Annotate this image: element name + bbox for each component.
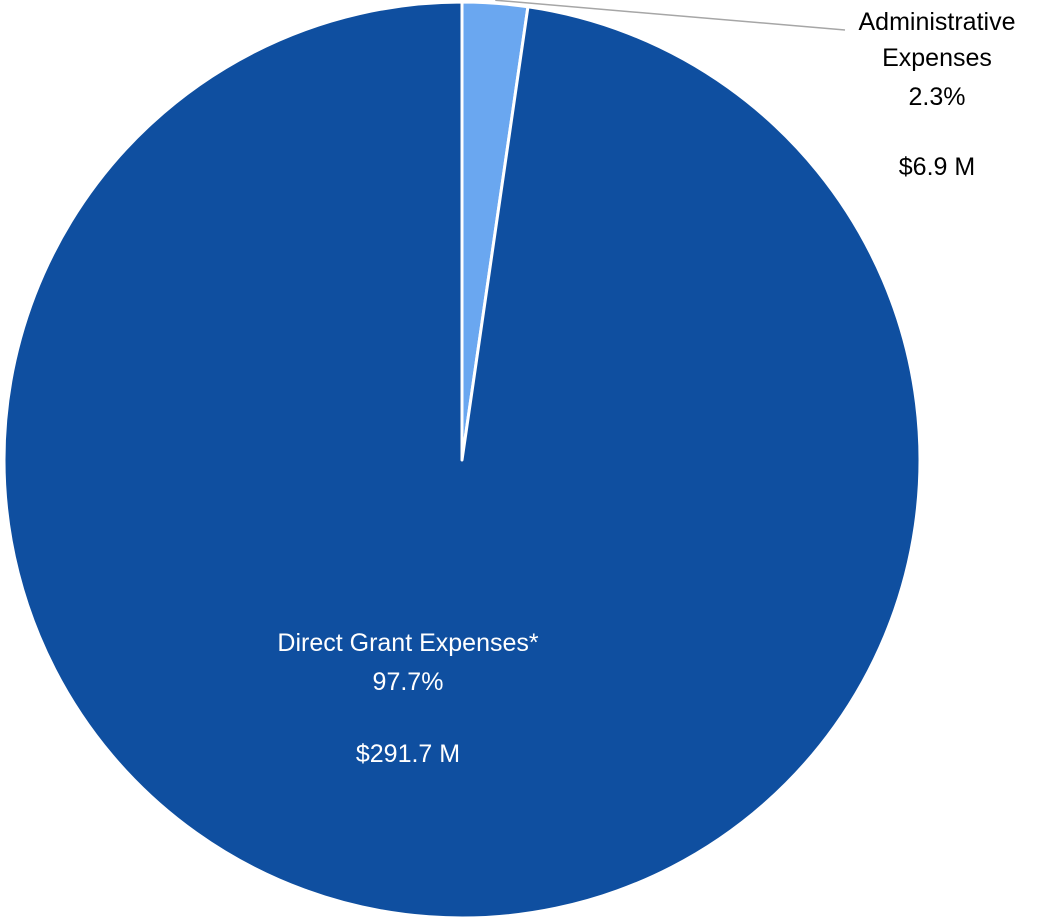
label-administrative-expenses-name-line-2: Expenses — [882, 44, 992, 72]
pie-slices — [2, 0, 922, 919]
label-administrative-expenses-percent: 2.3% — [909, 83, 966, 111]
label-direct-grant-expenses-amount: $291.7 M — [356, 740, 460, 768]
label-administrative-expenses-name-line-1: Administrative — [859, 8, 1016, 36]
pie-slice-direct-grant-expenses — [2, 0, 922, 919]
label-administrative-expenses-amount: $6.9 M — [899, 153, 975, 181]
label-direct-grant-expenses-name-line-1: Direct Grant Expenses* — [277, 629, 538, 657]
leader-line-administrative — [495, 0, 846, 31]
slice-labels: Administrative Expenses 2.3% $6.9 M Direct G… — [277, 8, 1015, 768]
label-direct-grant-expenses-percent: 97.7% — [373, 668, 444, 696]
